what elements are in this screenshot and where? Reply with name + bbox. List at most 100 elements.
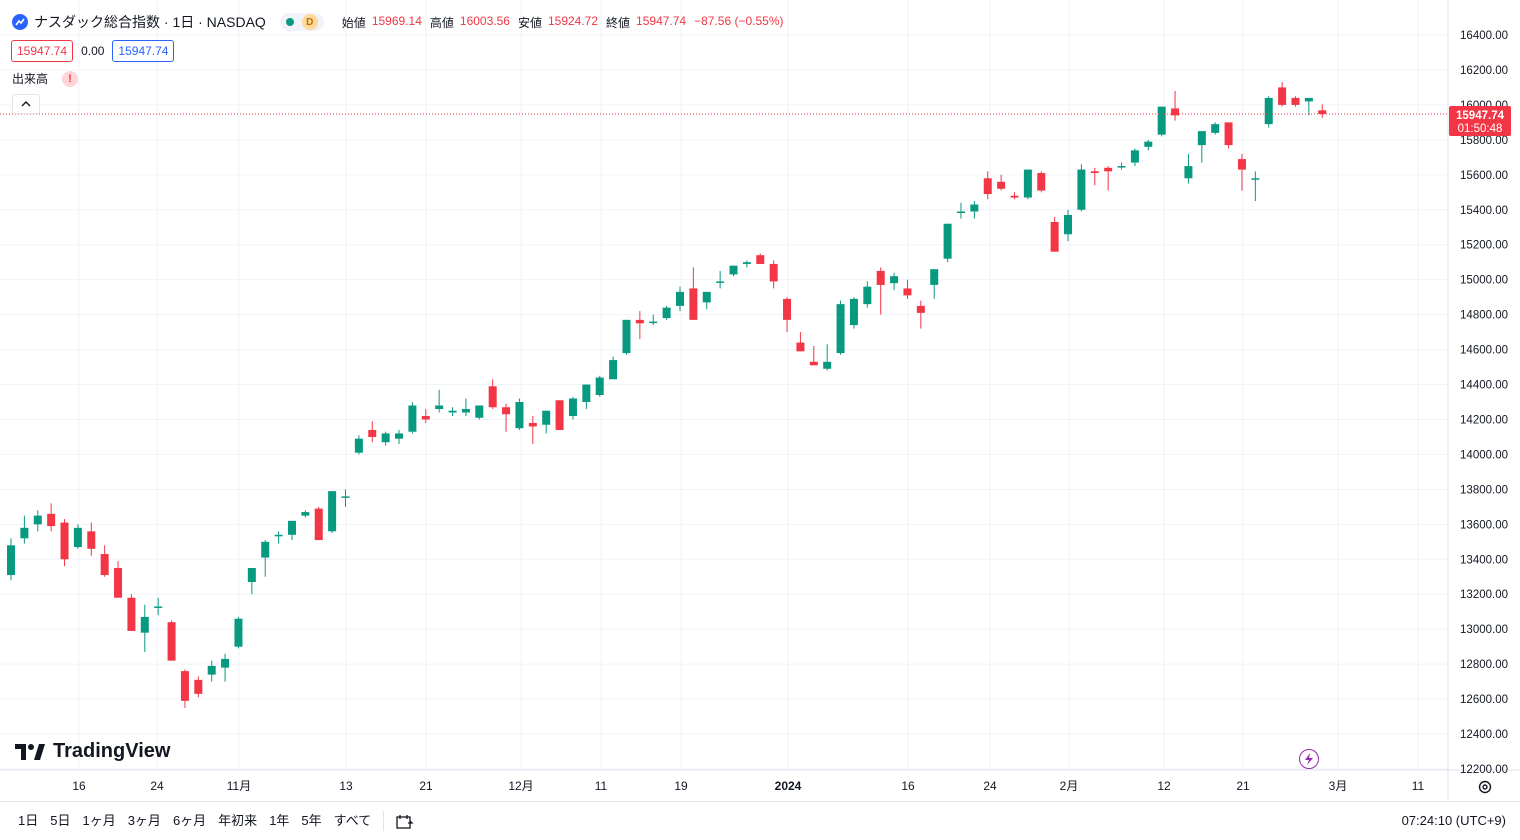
candle[interactable] — [1251, 171, 1260, 202]
candle[interactable] — [1117, 162, 1126, 170]
warning-icon[interactable]: ! — [62, 70, 79, 87]
range-ytd-button[interactable]: 年初来 — [218, 813, 258, 828]
candle[interactable] — [448, 407, 457, 416]
candle[interactable] — [395, 429, 404, 444]
candle[interactable] — [488, 379, 497, 409]
candle[interactable] — [87, 522, 96, 556]
candle[interactable] — [622, 319, 631, 355]
candle[interactable] — [461, 398, 470, 416]
candle[interactable] — [582, 384, 591, 409]
candle[interactable] — [662, 305, 671, 320]
candle[interactable] — [823, 344, 832, 371]
candle[interactable] — [221, 653, 230, 682]
candle[interactable] — [1197, 131, 1206, 163]
candle[interactable] — [742, 260, 751, 268]
candle[interactable] — [154, 597, 163, 616]
candle[interactable] — [234, 616, 243, 649]
candle[interactable] — [515, 398, 524, 430]
candle[interactable] — [287, 520, 296, 541]
symbol-title[interactable]: ナスダック総合指数 · 1日 · NASDAQ — [34, 14, 266, 30]
candle[interactable] — [301, 510, 310, 518]
candle[interactable] — [261, 540, 270, 577]
candle[interactable] — [836, 300, 845, 355]
candle[interactable] — [1291, 96, 1300, 107]
buy-button[interactable]: 15947.74 — [112, 40, 175, 62]
candle[interactable] — [916, 300, 925, 329]
candle[interactable] — [1010, 192, 1019, 200]
range-1y-button[interactable]: 1年 — [269, 813, 290, 828]
collapse-legend-button[interactable] — [12, 94, 40, 114]
candle[interactable] — [676, 286, 684, 312]
candle[interactable] — [1224, 122, 1233, 149]
candle[interactable] — [114, 561, 123, 598]
range-1d-button[interactable]: 1日 — [18, 813, 39, 828]
candle[interactable] — [194, 676, 203, 698]
sell-button[interactable]: 15947.74 — [11, 40, 74, 62]
candle[interactable] — [381, 431, 390, 446]
candle[interactable] — [502, 403, 511, 432]
candle[interactable] — [542, 410, 551, 434]
candle[interactable] — [475, 405, 484, 420]
range-3m-button[interactable]: 3ヶ月 — [127, 813, 161, 828]
candle[interactable] — [956, 202, 965, 219]
candle[interactable] — [595, 375, 604, 397]
tradingview-logo[interactable]: TradingView — [15, 740, 170, 763]
candle[interactable] — [849, 297, 858, 329]
candle[interactable] — [354, 435, 363, 455]
lightning-icon[interactable] — [1299, 749, 1319, 769]
candle[interactable] — [60, 519, 69, 567]
timezone-clock[interactable]: 07:24:10 (UTC+9) — [1401, 813, 1506, 828]
candle[interactable] — [756, 253, 765, 264]
candle[interactable] — [7, 538, 15, 581]
gear-icon[interactable] — [1476, 778, 1494, 796]
candle[interactable] — [1318, 104, 1327, 119]
candle[interactable] — [100, 545, 109, 577]
date-range-icon[interactable] — [390, 807, 420, 835]
candle[interactable] — [140, 604, 149, 652]
candle[interactable] — [863, 281, 872, 308]
candle[interactable] — [180, 669, 189, 708]
range-5y-button[interactable]: 5年 — [301, 813, 322, 828]
candle[interactable] — [689, 267, 698, 320]
candle[interactable] — [1157, 106, 1166, 137]
candle[interactable] — [247, 568, 256, 595]
candle[interactable] — [997, 174, 1006, 191]
candle[interactable] — [1104, 166, 1113, 191]
candle[interactable] — [1211, 122, 1220, 135]
candle[interactable] — [769, 260, 778, 289]
candle[interactable] — [368, 421, 377, 443]
volume-label[interactable]: 出来高 — [12, 72, 49, 86]
candle[interactable] — [555, 400, 564, 430]
candle[interactable] — [649, 314, 658, 326]
candle[interactable] — [328, 491, 337, 534]
candle[interactable] — [33, 510, 42, 532]
candle[interactable] — [435, 389, 444, 413]
candle[interactable] — [20, 515, 29, 544]
candle[interactable] — [930, 269, 939, 299]
candle[interactable] — [47, 503, 56, 532]
candlestick-chart[interactable]: 16400.00 16200.00 16000.00 15800.00 15600.00… — [0, 0, 1520, 800]
candle[interactable] — [809, 346, 818, 366]
candle[interactable] — [408, 402, 417, 434]
range-1m-button[interactable]: 1ヶ月 — [82, 813, 116, 828]
range-6m-button[interactable]: 6ヶ月 — [172, 813, 207, 828]
range-all-button[interactable]: すべて — [333, 813, 372, 828]
candle[interactable] — [1237, 153, 1246, 191]
candle[interactable] — [702, 291, 711, 310]
candle[interactable] — [1278, 82, 1287, 107]
candle[interactable] — [983, 171, 992, 200]
candle[interactable] — [1050, 216, 1059, 252]
range-5d-button[interactable]: 5日 — [50, 813, 71, 828]
candle[interactable] — [73, 524, 82, 549]
candle[interactable] — [1184, 153, 1193, 184]
candle[interactable] — [341, 489, 350, 507]
candle[interactable] — [1077, 164, 1086, 212]
candle[interactable] — [943, 223, 952, 263]
candle[interactable] — [528, 415, 537, 444]
candle[interactable] — [729, 265, 738, 277]
candle[interactable] — [568, 396, 577, 420]
candle[interactable] — [207, 660, 216, 682]
tradingview-symbol-icon[interactable] — [12, 14, 28, 30]
candle[interactable] — [783, 297, 792, 333]
candle[interactable] — [1090, 167, 1099, 186]
